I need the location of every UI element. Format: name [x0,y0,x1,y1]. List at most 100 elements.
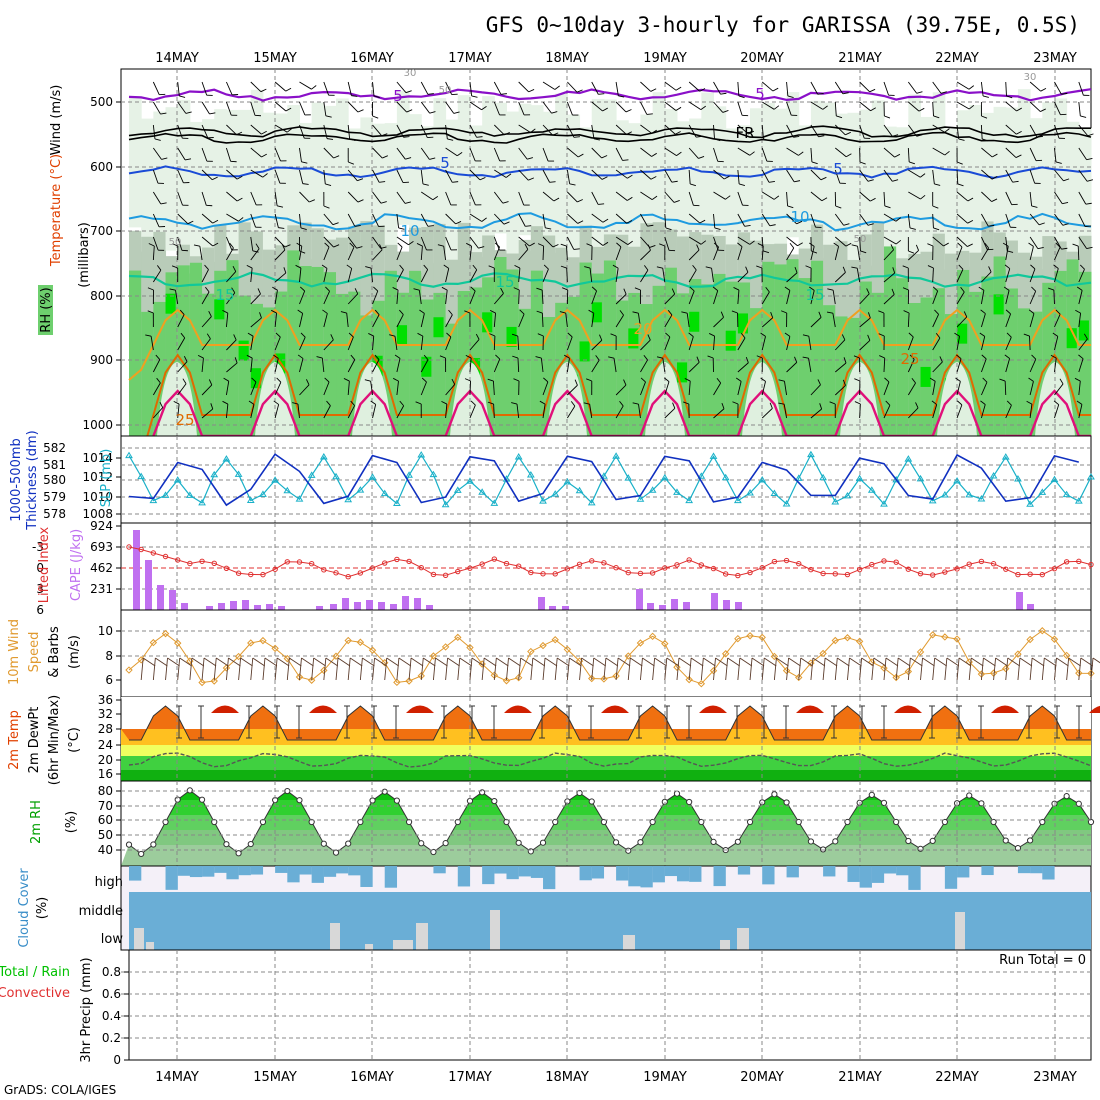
wind-barb [153,407,164,419]
lifted-tick: 0 [36,561,44,575]
wind-barb [907,81,918,94]
wind-barb [225,381,230,396]
lifted-point [783,557,790,564]
rh-tick: 60 [98,813,113,827]
lifted-point [929,572,936,578]
wind-barb-flag [552,244,559,248]
tick-label: 500 [90,95,113,109]
cloud-high [238,866,251,876]
wind-barb-flag [690,183,697,187]
wind-barb [566,358,570,373]
wind10m-barb [250,657,254,681]
cloud-high [883,866,897,874]
rh-band-light [543,111,556,250]
wind-barb [1005,290,1010,305]
contour-label: 15 [805,286,824,304]
wind-barb-flag [794,180,801,183]
wind-barb-flag [564,354,570,359]
wind-barb [566,336,573,351]
top-date-label: 21MAY [838,51,882,66]
slp-point [660,473,669,481]
lifted-point [175,557,181,563]
wind-barb [323,101,327,116]
rh-band-light [275,113,288,276]
wind-barb-flag [206,333,211,340]
wind-barb [226,247,234,261]
cloud-gap [134,928,144,950]
wind-barb [713,382,722,396]
wind-barb [299,169,304,184]
rh-band-light [250,89,264,235]
wind-barb [664,81,677,91]
ylabel-precip-2: Convective [0,986,70,1001]
wind10m-barb-flag [496,657,509,667]
wind-barb [274,213,279,228]
wind-barb-flag [343,378,350,382]
wind-barb-flag [1015,154,1022,158]
cloud-high [226,866,239,880]
wind10m-barb [1017,657,1021,681]
rh-point [345,840,352,847]
wind-barb-flag [933,115,940,119]
wind-barb [832,290,836,305]
wind-barb [299,337,306,351]
rh-point [1014,845,1022,852]
wind-barb-flag [1030,264,1036,270]
wind-barb [786,81,789,96]
wind-barb [1054,336,1059,351]
wind-speed-point [953,635,961,643]
wind-barb [932,381,936,396]
rh-band-light [165,107,179,251]
wind10m-barb-flag [1044,657,1057,667]
wind-barb-flag [818,135,825,138]
wind-barb-flag [793,136,800,138]
wind-barb-flag [866,288,870,294]
wind-barb [640,269,649,283]
lifted-point [430,571,437,578]
wind-barb [396,381,399,396]
wind-barb [981,169,993,180]
wind-barb-flag [297,309,303,314]
wind-barb-flag [640,377,646,383]
cloud-high [494,866,507,874]
rh-band-green [189,262,203,436]
wind-barb [761,408,773,419]
wind-barb [323,236,334,248]
rh-band-bright [396,325,408,346]
lifted-point [1027,571,1033,577]
ylabel-temperature: Temperature (°C) [49,154,64,267]
wind-barb [956,213,968,224]
wind-barb-flag [278,227,285,229]
wind-barb [932,337,941,351]
lifted-point [771,558,778,565]
wind-barb [834,339,846,351]
wind-barb-flag [271,309,277,314]
slp-point [478,488,487,495]
wind-barb [713,81,721,95]
wind-barb-flag [884,115,891,119]
rh-band-green [336,293,349,436]
rh-point [442,840,449,847]
cape-bar [366,600,373,610]
wind-barb-flag [161,157,168,160]
wind-barb [637,313,641,328]
rh-band-light [847,112,861,279]
wind10m-barb-flag [252,657,266,667]
contour-label: 10 [790,208,809,226]
wind-barb-flag [769,402,773,409]
wind-barb-flag [659,243,666,247]
lifted-point [820,570,826,577]
wind-barb [1029,81,1041,92]
wind-barb [542,124,553,136]
wind-barb [932,267,934,283]
wind-speed-point [405,677,413,685]
wind10m-barb-flag [362,657,375,667]
wind-speed-point [843,634,852,642]
wind-barb [469,191,476,206]
wind-barb [175,290,179,305]
lifted-point [248,571,254,578]
wind-barb [859,191,871,202]
rh-point [746,818,754,826]
wind-barb [152,382,161,396]
wind10m-barb [457,657,461,681]
